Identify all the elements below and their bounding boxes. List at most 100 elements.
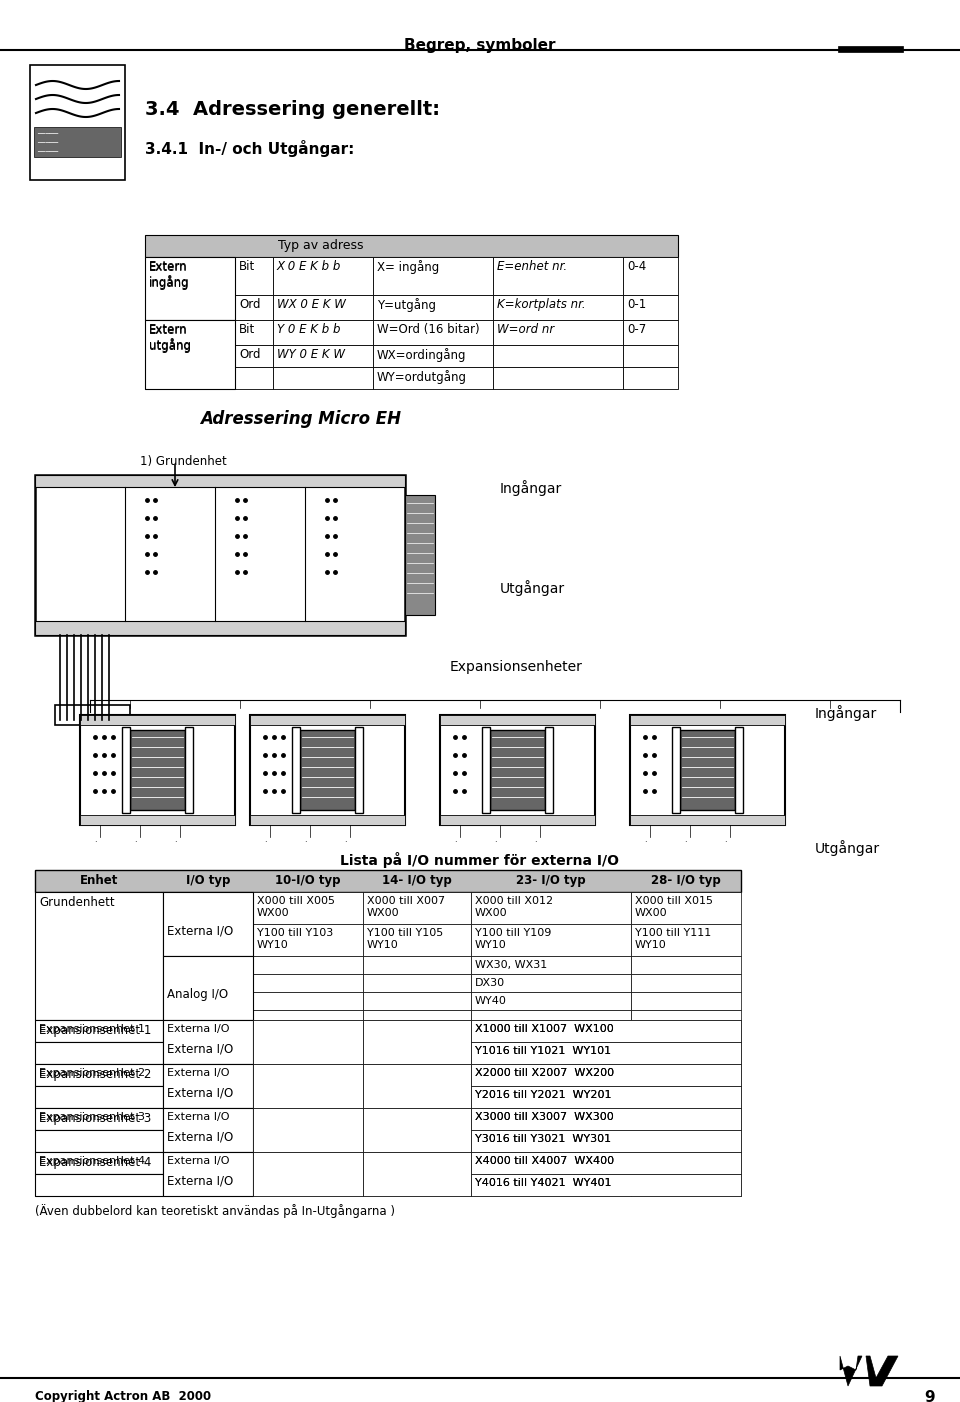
- Bar: [471, 1173, 631, 1196]
- Text: Expansionsenhet 4: Expansionsenhet 4: [39, 1157, 152, 1169]
- Bar: [35, 1021, 163, 1042]
- Text: .: .: [534, 836, 537, 844]
- Text: Y3016 till Y3021  WY301: Y3016 till Y3021 WY301: [475, 1134, 612, 1144]
- Bar: [471, 1152, 631, 1173]
- Bar: [235, 294, 273, 320]
- Bar: [185, 728, 193, 813]
- Bar: [163, 924, 253, 956]
- Bar: [253, 1042, 363, 1064]
- Bar: [163, 1064, 253, 1087]
- Text: Y100 till Y109
WY10: Y100 till Y109 WY10: [475, 928, 551, 949]
- Text: .: .: [684, 836, 686, 844]
- Bar: [373, 320, 493, 345]
- Bar: [363, 1152, 471, 1196]
- Text: .: .: [822, 708, 825, 716]
- Bar: [253, 892, 363, 924]
- Text: ─────: ─────: [37, 130, 59, 137]
- Text: Externa I/O: Externa I/O: [167, 924, 233, 937]
- Text: Expansionsenheter: Expansionsenheter: [450, 660, 583, 674]
- Bar: [471, 1108, 631, 1130]
- Text: Extern
ingång: Extern ingång: [149, 261, 190, 290]
- Bar: [145, 257, 235, 320]
- Bar: [163, 1042, 253, 1064]
- Text: Y4016 till Y4021  WY401: Y4016 till Y4021 WY401: [475, 1178, 612, 1187]
- Bar: [35, 1064, 163, 1087]
- Bar: [631, 892, 741, 924]
- Bar: [623, 294, 678, 320]
- Text: Externa I/O: Externa I/O: [167, 1130, 233, 1143]
- Bar: [631, 1087, 741, 1108]
- Text: Expansionsenhet 2: Expansionsenhet 2: [39, 1068, 145, 1078]
- Bar: [163, 1108, 253, 1130]
- Text: .: .: [232, 708, 234, 716]
- Bar: [253, 1152, 363, 1196]
- Text: Externa I/O: Externa I/O: [167, 1173, 233, 1187]
- Bar: [631, 1021, 741, 1042]
- Text: E=enhet nr.: E=enhet nr.: [497, 259, 567, 273]
- Text: .: .: [592, 708, 594, 716]
- Text: Y1016 till Y1021  WY101: Y1016 till Y1021 WY101: [475, 1046, 612, 1056]
- Text: Lista på I/O nummer för externa I/O: Lista på I/O nummer för externa I/O: [341, 852, 619, 868]
- Bar: [253, 1021, 363, 1042]
- Bar: [471, 1042, 741, 1064]
- Bar: [545, 728, 553, 813]
- Text: Y 0 E K b b: Y 0 E K b b: [277, 322, 341, 336]
- Bar: [163, 1130, 253, 1152]
- Text: .: .: [344, 836, 347, 844]
- Bar: [471, 924, 631, 956]
- Text: Externa I/O: Externa I/O: [167, 1068, 229, 1078]
- Bar: [631, 1130, 741, 1152]
- Text: Bit: Bit: [239, 259, 255, 273]
- Bar: [253, 1152, 363, 1173]
- Text: Ingångar: Ingångar: [815, 705, 877, 721]
- Text: 14- I/O typ: 14- I/O typ: [382, 873, 452, 887]
- Bar: [490, 730, 545, 810]
- Text: K=kortplats nr.: K=kortplats nr.: [497, 299, 586, 311]
- Bar: [35, 1108, 163, 1130]
- Text: Extern
utgång: Extern utgång: [149, 324, 191, 353]
- Bar: [471, 1173, 741, 1196]
- Bar: [363, 1064, 471, 1087]
- Bar: [253, 1130, 363, 1152]
- Bar: [35, 1087, 163, 1108]
- Text: .: .: [644, 836, 647, 844]
- Bar: [253, 1108, 363, 1130]
- Text: WX 0 E K W: WX 0 E K W: [277, 299, 346, 311]
- Text: 28- I/O typ: 28- I/O typ: [651, 873, 721, 887]
- Text: I/O typ: I/O typ: [186, 873, 230, 887]
- Bar: [35, 892, 163, 924]
- Bar: [253, 924, 363, 956]
- Bar: [35, 1021, 163, 1042]
- Bar: [80, 715, 235, 824]
- Text: Copyright Actron AB  2000: Copyright Actron AB 2000: [35, 1389, 211, 1402]
- Text: WY=ordutgång: WY=ordutgång: [377, 370, 467, 384]
- Bar: [35, 1087, 163, 1108]
- Bar: [363, 993, 471, 1009]
- Bar: [672, 728, 680, 813]
- Bar: [163, 1009, 253, 1021]
- Bar: [163, 956, 253, 974]
- Bar: [163, 892, 253, 924]
- Bar: [363, 1108, 471, 1130]
- Bar: [363, 1152, 471, 1173]
- Bar: [253, 1009, 363, 1021]
- Bar: [253, 1064, 363, 1108]
- Text: Expansionsenhet 3: Expansionsenhet 3: [39, 1112, 145, 1122]
- Bar: [35, 1130, 163, 1152]
- Text: Externa I/O: Externa I/O: [167, 1112, 229, 1122]
- Bar: [838, 46, 903, 52]
- Bar: [145, 294, 235, 320]
- Text: Begrep, symboler: Begrep, symboler: [404, 38, 556, 53]
- Bar: [623, 320, 678, 345]
- Bar: [623, 345, 678, 367]
- Bar: [471, 1108, 741, 1130]
- Bar: [363, 1042, 471, 1064]
- Text: W=ord nr: W=ord nr: [497, 322, 554, 336]
- Bar: [482, 728, 490, 813]
- Text: 9: 9: [924, 1389, 935, 1402]
- Bar: [405, 495, 435, 615]
- Bar: [34, 128, 121, 157]
- Bar: [471, 1021, 631, 1042]
- Bar: [631, 924, 741, 956]
- Bar: [630, 715, 785, 824]
